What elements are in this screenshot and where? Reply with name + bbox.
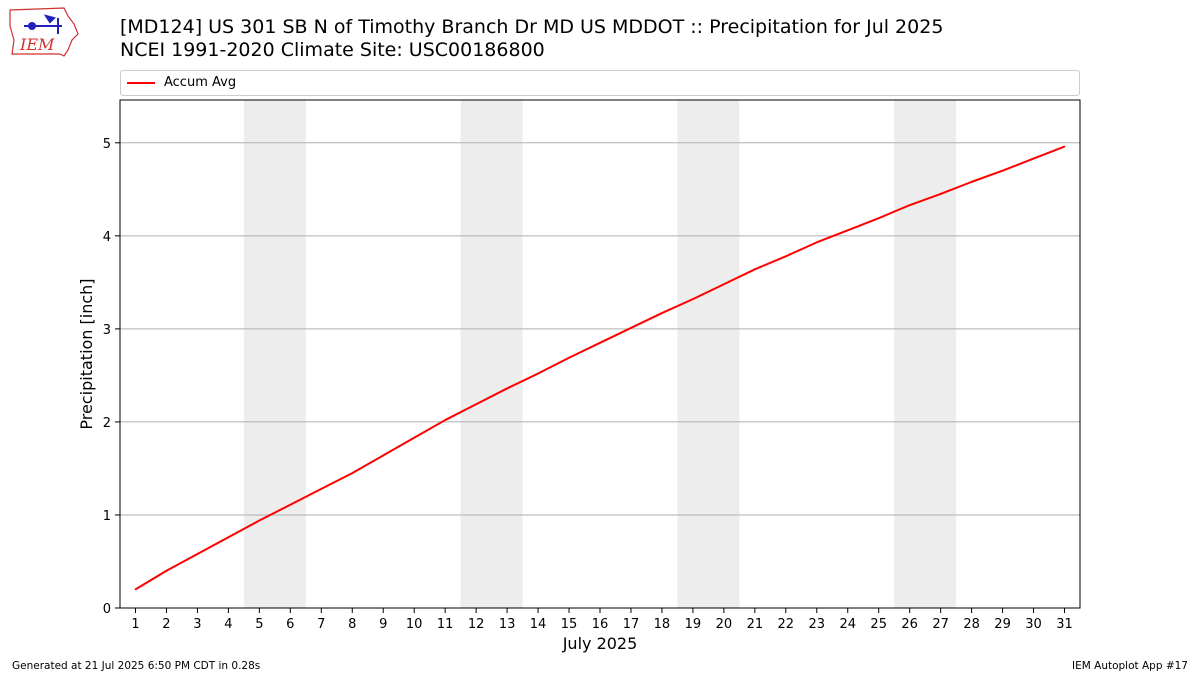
weather-station-icon (24, 14, 62, 34)
x-tick-label-1: 1 (131, 617, 139, 632)
data-point-day-25 (877, 217, 880, 219)
x-tick-label-8: 8 (348, 617, 356, 632)
weekend-bands (243, 100, 957, 608)
x-tick-label-7: 7 (317, 617, 325, 632)
plot-frame (119, 99, 1081, 609)
x-tick-label-19: 19 (685, 617, 702, 632)
x-tick-label-2: 2 (162, 617, 170, 632)
x-tick-label-22: 22 (778, 617, 795, 632)
y-tick-label-2: 2 (103, 416, 111, 431)
iowa-outline-icon (9, 7, 79, 57)
data-point-day-12 (475, 403, 477, 406)
data-point-day-31 (1063, 145, 1066, 148)
y-axis-label: Precipitation [inch] (77, 278, 96, 429)
generated-timestamp: Generated at 21 Jul 2025 6:50 PM CDT in … (12, 660, 261, 672)
legend: Accum Avg (120, 70, 1080, 96)
data-point-day-3 (196, 553, 199, 555)
app-label: IEM Autoplot App #17 (1072, 660, 1188, 672)
x-tick-label-3: 3 (193, 617, 201, 632)
x-tick-label-30: 30 (1025, 617, 1042, 632)
data-point-day-2 (165, 569, 168, 572)
weekend-band-3 (677, 100, 740, 608)
weekend-band-1 (243, 100, 306, 608)
x-tick-label-23: 23 (809, 617, 826, 632)
data-point-day-23 (815, 241, 818, 244)
data-point-day-14 (537, 372, 539, 375)
data-point-day-26 (908, 204, 911, 206)
weekend-band-2 (460, 100, 523, 608)
x-tick-label-17: 17 (623, 617, 640, 632)
x-tick-label-11: 11 (437, 617, 454, 632)
x-tick-label-15: 15 (561, 617, 578, 632)
chart-title-line1: [MD124] US 301 SB N of Timothy Branch Dr… (120, 16, 944, 38)
data-point-day-9 (382, 454, 385, 457)
x-tick-label-6: 6 (286, 617, 294, 632)
x-tick-label-12: 12 (468, 617, 485, 632)
data-point-day-28 (970, 181, 973, 183)
x-tick-label-20: 20 (716, 617, 733, 632)
y-tick-label-1: 1 (103, 509, 111, 524)
x-tick-label-5: 5 (255, 617, 263, 632)
data-point-day-7 (320, 488, 323, 490)
x-axis-label: July 2025 (562, 634, 638, 653)
data-point-day-1 (134, 588, 137, 591)
data-point-day-27 (939, 193, 942, 195)
x-tick-label-4: 4 (224, 617, 232, 632)
chart-title-line2: NCEI 1991-2020 Climate Site: USC00186800 (120, 39, 545, 61)
y-tick-label-3: 3 (103, 323, 111, 338)
x-tick-label-14: 14 (530, 617, 547, 632)
y-tick-label-0: 0 (103, 602, 111, 617)
data-point-day-29 (1001, 169, 1004, 172)
data-point-day-5 (258, 519, 261, 522)
data-point-day-15 (568, 356, 570, 359)
iem-logo: IEM (9, 7, 79, 57)
x-tick-label-10: 10 (406, 617, 423, 632)
chart-title: [MD124] US 301 SB N of Timothy Branch Dr… (120, 16, 943, 62)
data-point-day-21 (754, 268, 756, 271)
y-tick-label-4: 4 (103, 230, 111, 245)
data-point-day-22 (785, 255, 787, 258)
series-layer (134, 145, 1066, 591)
data-point-day-19 (692, 298, 694, 300)
y-gridlines (120, 142, 1080, 516)
x-tick-label-29: 29 (994, 617, 1011, 632)
x-tick-label-27: 27 (932, 617, 949, 632)
x-tick-label-31: 31 (1056, 617, 1073, 632)
legend-swatch-accum-avg (127, 82, 155, 84)
data-point-day-17 (630, 327, 632, 329)
y-tick-label-5: 5 (103, 137, 111, 152)
x-tick-label-16: 16 (592, 617, 609, 632)
legend-label-accum-avg: Accum Avg (164, 75, 237, 90)
x-tick-label-13: 13 (499, 617, 516, 632)
weekend-band-4 (894, 100, 957, 608)
data-point-day-4 (227, 536, 230, 539)
x-tick-label-25: 25 (870, 617, 887, 632)
data-point-day-18 (661, 312, 663, 314)
data-point-day-10 (413, 436, 415, 439)
logo-text: IEM (19, 35, 55, 54)
data-point-day-13 (506, 387, 508, 390)
data-point-day-11 (444, 419, 446, 421)
x-tick-label-18: 18 (654, 617, 671, 632)
data-point-day-16 (599, 342, 601, 344)
data-point-day-30 (1032, 157, 1035, 160)
y-axis-ticks: 0 1 2 3 4 5 (103, 137, 120, 617)
x-tick-label-24: 24 (839, 617, 856, 632)
x-tick-label-21: 21 (747, 617, 764, 632)
data-point-day-8 (351, 472, 354, 474)
data-point-day-20 (723, 283, 725, 286)
x-tick-label-9: 9 (379, 617, 387, 632)
data-point-day-24 (846, 229, 849, 232)
x-tick-label-26: 26 (901, 617, 918, 632)
data-point-day-6 (289, 503, 292, 506)
x-axis-ticks: 1 2 3 4 5 6 7 8 9 10 11 12 13 14 15 16 17 18 19 20 21 22 23 24 2… (131, 608, 1073, 632)
x-tick-label-28: 28 (963, 617, 980, 632)
